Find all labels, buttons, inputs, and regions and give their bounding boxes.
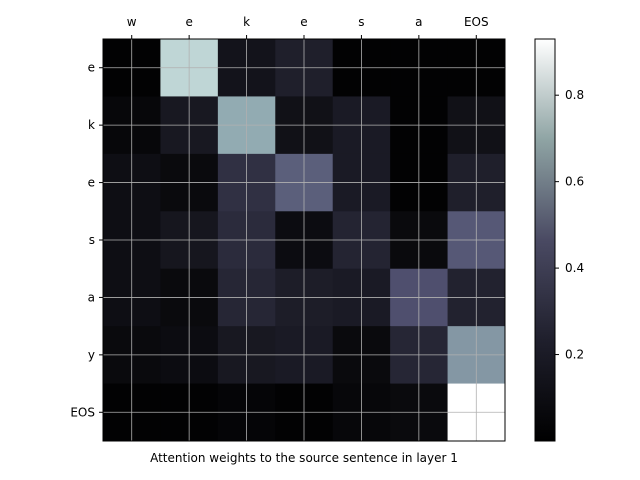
x-axis-label: Attention weights to the source sentence…	[150, 451, 458, 465]
x-tick-label: e	[185, 15, 192, 29]
colorbar-tick-label: 0.2	[565, 348, 584, 362]
y-tick-label: EOS	[70, 405, 95, 419]
x-tick-label: e	[300, 15, 307, 29]
y-tick-label: a	[88, 290, 95, 304]
colorbar-tick-label: 0.6	[565, 175, 584, 189]
y-tick-label: y	[88, 348, 95, 362]
colorbar-tick-label: 0.4	[565, 261, 584, 275]
colorbar-tick-label: 0.8	[565, 88, 584, 102]
y-tick-label: k	[88, 118, 95, 132]
y-tick-label: e	[88, 61, 95, 75]
x-tick-label: k	[243, 15, 250, 29]
x-tick-label: EOS	[464, 15, 489, 29]
x-tick-label: s	[358, 15, 364, 29]
y-tick-label: e	[88, 176, 95, 190]
y-tick-labels: e k e s a y EOS	[70, 61, 103, 419]
heatmap-grid	[103, 39, 505, 441]
x-tick-label: a	[415, 15, 422, 29]
x-tick-labels: w e k e s a EOS	[127, 15, 489, 39]
colorbar	[534, 38, 556, 442]
colorbar-ticks: 0.2 0.4 0.6 0.8	[555, 88, 584, 362]
x-tick-label: w	[127, 15, 137, 29]
y-tick-label: s	[89, 233, 95, 247]
